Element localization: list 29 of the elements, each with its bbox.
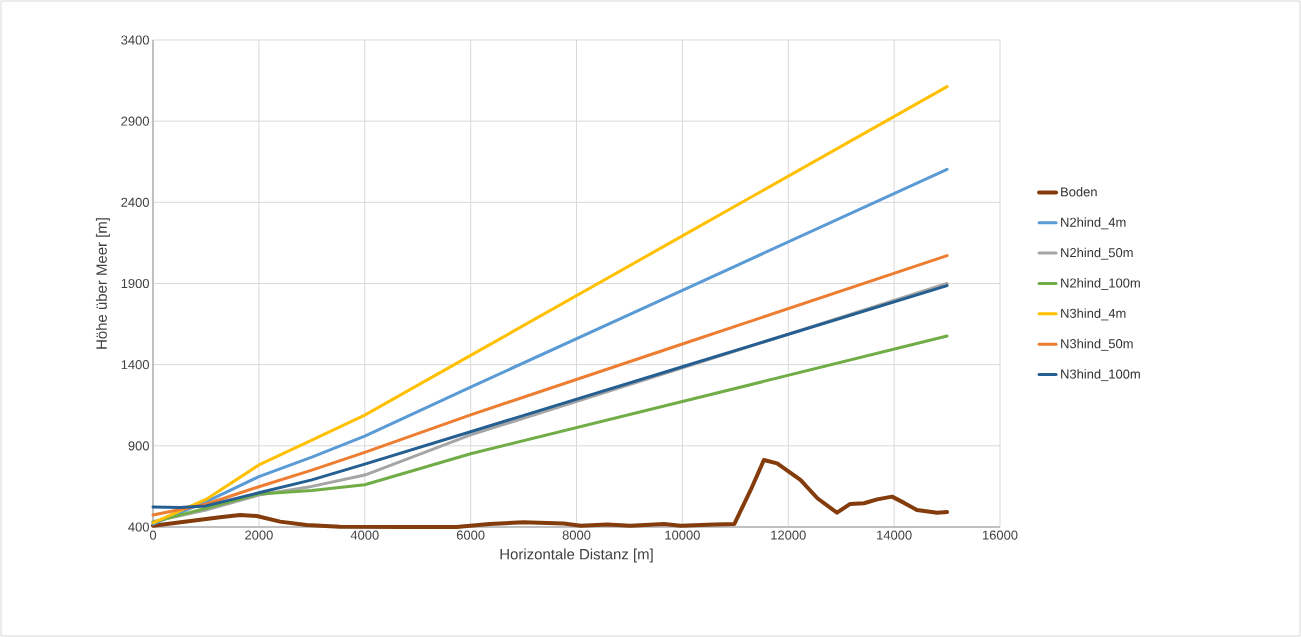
x-axis-title: Horizontale Distanz [m] — [500, 548, 653, 563]
x-tick-label: 14000 — [877, 530, 912, 540]
y-tick-label: 3400 — [121, 35, 149, 45]
y-tick-label: 400 — [128, 522, 149, 532]
x-tick-label: 12000 — [771, 530, 806, 540]
x-tick-label: 4000 — [350, 530, 379, 540]
line-series — [151, 457, 950, 529]
legend-label: Boden — [1061, 186, 1097, 197]
y-tick-label: 1900 — [121, 278, 149, 289]
y-tick-label: 900 — [128, 441, 149, 451]
legend-label: N2hind_4m — [1061, 217, 1126, 230]
y-tick-label: 2400 — [121, 197, 149, 207]
x-tick-label: 0 — [149, 530, 157, 540]
line-series — [151, 334, 949, 524]
legend-label: N3hind_50m — [1061, 338, 1133, 351]
legend-label: N2hind_50m — [1061, 247, 1133, 260]
x-tick-label: 10000 — [665, 530, 700, 540]
x-tick-label: 6000 — [456, 530, 485, 540]
y-axis-title: Höhe über Meer [m] — [95, 218, 110, 349]
y-tick-label: 1400 — [121, 360, 149, 370]
y-tick-label: 2900 — [121, 116, 149, 126]
legend-label: N3hind_4m — [1061, 308, 1126, 321]
legend-label: N3hind_100m — [1061, 369, 1140, 382]
x-tick-label: 2000 — [245, 530, 273, 540]
line-series — [151, 167, 949, 526]
line-series — [151, 85, 949, 525]
x-tick-label: 16000 — [983, 530, 1018, 540]
x-tick-label: 8000 — [562, 530, 591, 540]
legend-label: N2hind_100m — [1061, 278, 1140, 291]
